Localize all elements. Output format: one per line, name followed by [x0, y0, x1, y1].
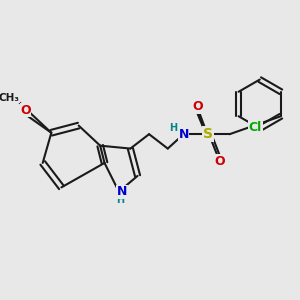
Text: N: N — [117, 185, 127, 198]
Text: O: O — [193, 100, 203, 113]
Text: H: H — [169, 123, 178, 134]
Text: Cl: Cl — [249, 121, 262, 134]
Text: N: N — [178, 128, 189, 141]
Text: H: H — [116, 195, 124, 205]
Text: O: O — [20, 104, 31, 117]
Text: CH₃: CH₃ — [0, 93, 20, 103]
Text: S: S — [203, 127, 213, 141]
Text: O: O — [214, 155, 225, 168]
